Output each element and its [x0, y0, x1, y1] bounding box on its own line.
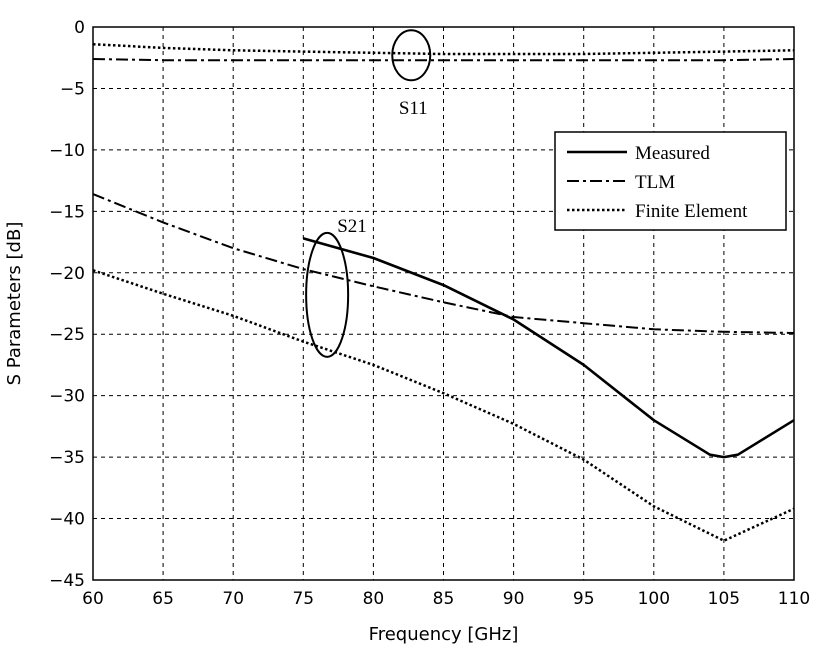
s11-ellipse: [391, 29, 432, 82]
s11-label: S11: [399, 98, 428, 119]
y-tick-label: −20: [49, 264, 85, 284]
legend-label-measured: Measured: [635, 143, 710, 164]
x-tick-label: 65: [152, 589, 174, 609]
x-tick-label: 60: [82, 589, 104, 609]
series-line-s11-finite-element: [92, 42, 795, 56]
legend: Measured TLM Finite Element: [554, 131, 787, 231]
legend-label-tlm: TLM: [635, 172, 675, 193]
x-tick-label: 90: [503, 589, 525, 609]
x-tick-label: 70: [222, 589, 244, 609]
y-tick-label: 0: [74, 18, 85, 38]
s21-ellipse: [305, 231, 350, 358]
s21-label: S21: [337, 216, 367, 237]
x-tick-label: 75: [292, 589, 314, 609]
annotations: S11 S21: [305, 29, 432, 358]
y-tick-label: −45: [49, 571, 85, 591]
x-tick-label: 95: [573, 589, 595, 609]
y-tick-label: −15: [49, 202, 85, 222]
y-tick-label: −35: [49, 448, 85, 468]
series-layer: [92, 42, 795, 542]
y-axis-label: S Parameters [dB]: [4, 222, 25, 386]
x-tick-label: 110: [778, 589, 810, 609]
series-line-measured: [302, 237, 795, 459]
series-line-finite-element: [92, 269, 795, 542]
y-tick-label: −10: [49, 141, 85, 161]
x-axis-label: Frequency [GHz]: [369, 624, 519, 645]
series-line-s11-tlm: [92, 58, 795, 62]
y-tick-label: −5: [60, 79, 85, 99]
x-tick-label: 105: [708, 589, 740, 609]
y-tick-label: −40: [49, 510, 85, 530]
y-tick-label: −30: [49, 387, 85, 407]
legend-label-finite-element: Finite Element: [635, 201, 748, 222]
x-tick-label: 85: [433, 589, 455, 609]
x-tick-label: 80: [363, 589, 385, 609]
tick-labels: 60 65 70 75 80 85 90 95 100 105 110 0 −5 −10 −15 −20 −25…: [49, 18, 810, 609]
plot-frame: [92, 26, 795, 581]
series-line-tlm: [92, 193, 795, 334]
y-tick-label: −25: [49, 325, 85, 345]
x-tick-label: 100: [638, 589, 670, 609]
